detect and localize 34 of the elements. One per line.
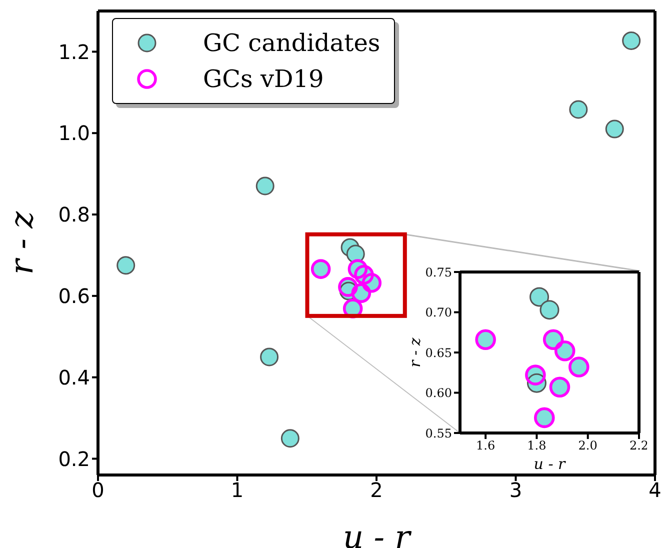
x-axis-title: u - r <box>534 455 566 473</box>
x-tick-label: 4 <box>648 478 662 502</box>
legend-label: GC candidates <box>203 29 380 57</box>
x-tick-label: 1 <box>230 478 244 502</box>
point <box>530 287 550 307</box>
x-tick-label: 1.8 <box>527 438 546 453</box>
x-tick-label: 2.2 <box>629 438 649 453</box>
point <box>622 31 641 50</box>
y-tick-label: 0.65 <box>425 346 452 360</box>
y-tick-label: 0.60 <box>425 386 452 400</box>
y-tick-label: 0.70 <box>425 306 452 320</box>
legend-label: GCs vD19 <box>203 65 324 93</box>
y-tick-label: 1.0 <box>58 121 90 146</box>
x-tick-label: 2.0 <box>578 438 598 453</box>
x-tick-label: 2 <box>370 478 383 502</box>
y-tick-label: 0.55 <box>425 426 452 440</box>
x-tick-label: 1.6 <box>476 438 496 453</box>
y-tick-label: 0.75 <box>425 265 452 280</box>
x-tick-label: 3 <box>509 478 522 502</box>
point <box>256 176 274 196</box>
point <box>280 429 300 448</box>
y-axis-title: r - z <box>2 210 40 275</box>
point <box>569 100 588 119</box>
point <box>605 120 624 138</box>
y-tick-label: 0.8 <box>58 202 90 227</box>
y-tick-label: 0.2 <box>58 446 90 471</box>
y-tick-label: 0.6 <box>58 284 90 308</box>
y-tick-label: 0.4 <box>58 365 90 390</box>
point <box>540 300 560 320</box>
point <box>260 348 279 366</box>
point <box>116 256 136 275</box>
x-tick-label: 0 <box>92 478 104 502</box>
y-axis-title: r - z <box>406 338 424 368</box>
y-tick-label: 1.2 <box>58 40 90 64</box>
